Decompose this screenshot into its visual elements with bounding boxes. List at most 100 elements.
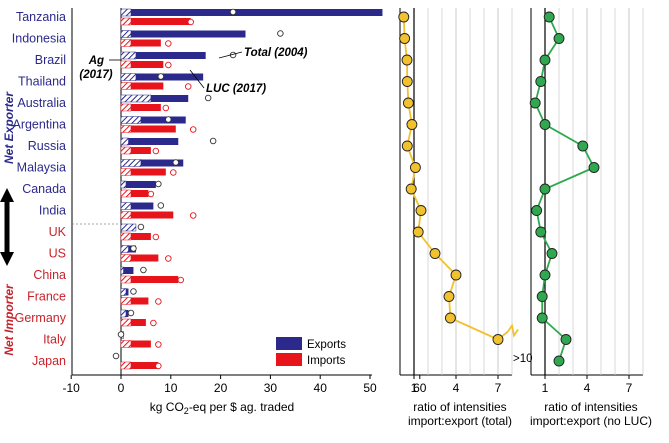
ratio-point — [539, 54, 551, 66]
export-bar — [121, 138, 179, 145]
ratio-point — [401, 76, 413, 87]
export-ag-bar — [120, 202, 132, 210]
export-bar — [121, 181, 156, 188]
category-label: Thailand — [18, 75, 66, 89]
bar-x-tick-label: 20 — [214, 381, 228, 395]
category-label: UK — [49, 225, 67, 239]
ratio-point — [409, 162, 421, 173]
x-axis-label: ratio of intensities — [413, 400, 506, 414]
import-ag-bar — [120, 17, 132, 26]
import-ag-bar — [120, 189, 132, 198]
ratio-point — [546, 248, 558, 259]
double-arrow-icon — [0, 188, 14, 266]
import-bar — [121, 125, 176, 133]
bar-x-tick-label: 10 — [164, 381, 178, 395]
ratio-point — [399, 33, 411, 44]
import-ag-bar — [120, 82, 132, 90]
import-bar — [121, 147, 151, 154]
ratio-point — [560, 334, 572, 345]
x-axis-label: ratio of intensities — [544, 400, 637, 414]
export-ag-bar — [120, 8, 132, 17]
import-2004-marker — [155, 341, 162, 348]
category-label: Brazil — [35, 53, 66, 67]
ratio-point — [429, 248, 441, 259]
export-2004-marker — [130, 245, 137, 252]
total-2004-pointer — [218, 51, 243, 59]
ratio-point — [535, 226, 547, 238]
import-bar — [121, 18, 191, 25]
x-axis-label: import:export (total) — [408, 414, 512, 428]
x-tick-label: 7 — [626, 381, 633, 395]
export-bar — [121, 202, 154, 210]
category-label: China — [33, 268, 66, 282]
import-ag-bar — [120, 361, 132, 370]
export-ag-bar — [120, 245, 129, 253]
import-bar — [121, 276, 179, 283]
ratio-point — [539, 183, 551, 195]
import-ag-bar — [120, 318, 132, 327]
export-2004-marker — [112, 352, 120, 360]
ratio-point — [536, 312, 548, 324]
x-tick-label: 4 — [453, 381, 460, 395]
category-label: US — [49, 247, 66, 261]
export-ag-bar — [120, 223, 137, 232]
export-ag-bar — [120, 309, 127, 318]
import-2004-marker — [155, 298, 162, 305]
bar-x-tick-label: -10 — [63, 381, 81, 395]
export-ag-bar — [120, 137, 129, 146]
import-2004-marker — [162, 104, 170, 112]
import-ag-bar — [120, 146, 132, 155]
import-bar — [121, 39, 161, 47]
axis-break-marker — [507, 323, 519, 338]
import-2004-marker — [155, 362, 162, 370]
net-importer-label: Net Importer — [2, 283, 16, 356]
ratio-point — [443, 291, 455, 302]
export-2004-marker — [137, 223, 145, 231]
bar-x-tick-label: 50 — [363, 381, 377, 395]
import-2004-marker — [184, 83, 192, 90]
ratio-point — [536, 291, 548, 302]
category-label: Malaysia — [17, 161, 66, 175]
import-2004-marker — [165, 255, 172, 262]
import-2004-marker — [150, 319, 157, 327]
legend-imports-label: Imports — [307, 355, 346, 367]
bar-chart: Tanzania Indonesia Brazil Thailand Australia… — [12, 8, 383, 370]
export-2004-marker — [155, 180, 162, 188]
category-label: Germany — [15, 311, 67, 325]
ratio-point — [553, 33, 565, 44]
export-ag-bar — [120, 30, 132, 38]
import-2004-marker — [165, 40, 172, 47]
category-label: Australia — [17, 96, 66, 110]
export-ag-bar — [120, 266, 124, 275]
ratio-point — [405, 183, 417, 195]
import-bar — [121, 82, 164, 90]
category-label: France — [27, 290, 66, 304]
export-2004-marker — [172, 159, 180, 166]
export-2004-marker — [157, 73, 165, 80]
x-tick-label: 4 — [584, 381, 591, 395]
export-2004-marker — [229, 8, 237, 16]
category-label: Russia — [28, 139, 66, 153]
import-2004-marker — [170, 169, 177, 176]
ratio-point — [543, 11, 555, 23]
export-ag-bar — [120, 288, 127, 296]
ratio-point — [588, 162, 600, 173]
export-bar — [121, 9, 383, 16]
legend: Exports Imports — [276, 337, 346, 367]
ratio-point — [539, 119, 551, 130]
bar-x-tick-label: 0 — [118, 381, 125, 395]
import-ag-bar — [120, 254, 132, 262]
import-ag-bar — [120, 297, 132, 305]
import-ag-bar — [120, 39, 132, 47]
ratio-point — [415, 205, 427, 216]
bar-x-label: kg CO2-eq per $ ag. traded — [150, 400, 294, 416]
legend-exports-label: Exports — [307, 339, 346, 351]
import-bar — [121, 104, 161, 111]
category-label: Italy — [43, 333, 67, 347]
ag-2017-annotation: Ag (2017) — [79, 55, 112, 81]
total-2004-annotation: Total (2004) — [244, 47, 308, 59]
ratio-point — [450, 269, 462, 281]
import-bar — [121, 297, 149, 305]
import-ag-bar — [120, 275, 132, 284]
